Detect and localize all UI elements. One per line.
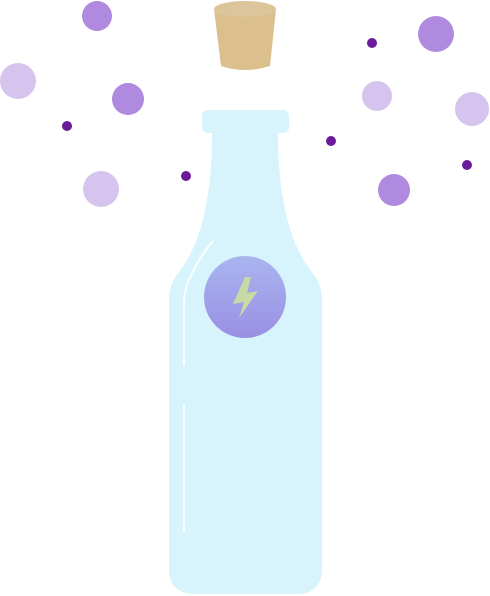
bottle-label bbox=[204, 256, 286, 338]
bubble-icon bbox=[83, 171, 119, 207]
bottle-highlight bbox=[183, 241, 213, 366]
bubble-icon bbox=[455, 92, 489, 126]
bubble-icon bbox=[112, 83, 144, 115]
cork-icon bbox=[214, 1, 276, 70]
bubble-icon bbox=[82, 1, 112, 31]
dot-icon bbox=[326, 136, 336, 146]
bottle-icon bbox=[169, 110, 322, 594]
dot-icon bbox=[62, 121, 72, 131]
dot-icon bbox=[181, 171, 191, 181]
dot-icon bbox=[462, 160, 472, 170]
dot-icon bbox=[367, 38, 377, 48]
bubble-icon bbox=[418, 16, 454, 52]
bottle-body bbox=[169, 110, 322, 594]
bubble-icon bbox=[378, 174, 410, 206]
bubbles-group bbox=[0, 1, 489, 207]
bubble-icon bbox=[362, 81, 392, 111]
dots-group bbox=[62, 38, 472, 181]
lightning-bolt-icon bbox=[233, 277, 258, 318]
bubble-icon bbox=[0, 63, 36, 99]
